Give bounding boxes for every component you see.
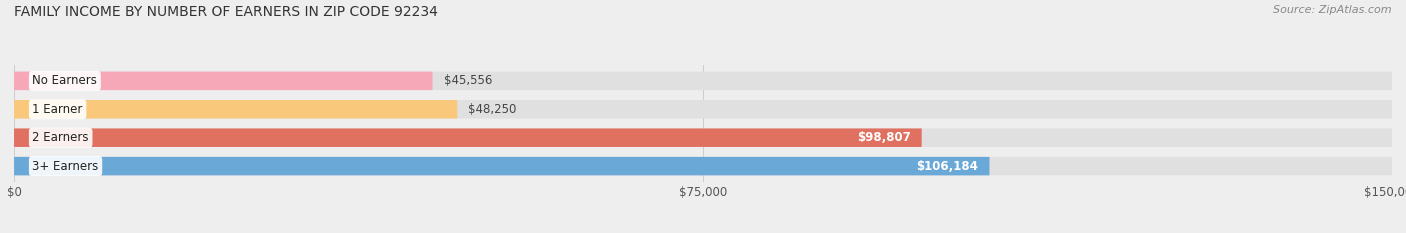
FancyBboxPatch shape <box>14 128 1392 147</box>
Text: 3+ Earners: 3+ Earners <box>32 160 98 173</box>
FancyBboxPatch shape <box>14 157 1392 175</box>
FancyBboxPatch shape <box>14 72 433 90</box>
FancyBboxPatch shape <box>14 100 457 119</box>
Text: 1 Earner: 1 Earner <box>32 103 83 116</box>
Text: $106,184: $106,184 <box>917 160 979 173</box>
Text: 2 Earners: 2 Earners <box>32 131 89 144</box>
Text: Source: ZipAtlas.com: Source: ZipAtlas.com <box>1274 5 1392 15</box>
FancyBboxPatch shape <box>14 72 1392 90</box>
FancyBboxPatch shape <box>14 100 1392 119</box>
Text: $45,556: $45,556 <box>443 74 492 87</box>
Text: $48,250: $48,250 <box>468 103 516 116</box>
FancyBboxPatch shape <box>14 128 922 147</box>
Text: FAMILY INCOME BY NUMBER OF EARNERS IN ZIP CODE 92234: FAMILY INCOME BY NUMBER OF EARNERS IN ZI… <box>14 5 437 19</box>
Text: No Earners: No Earners <box>32 74 97 87</box>
Text: $98,807: $98,807 <box>856 131 911 144</box>
FancyBboxPatch shape <box>14 157 990 175</box>
